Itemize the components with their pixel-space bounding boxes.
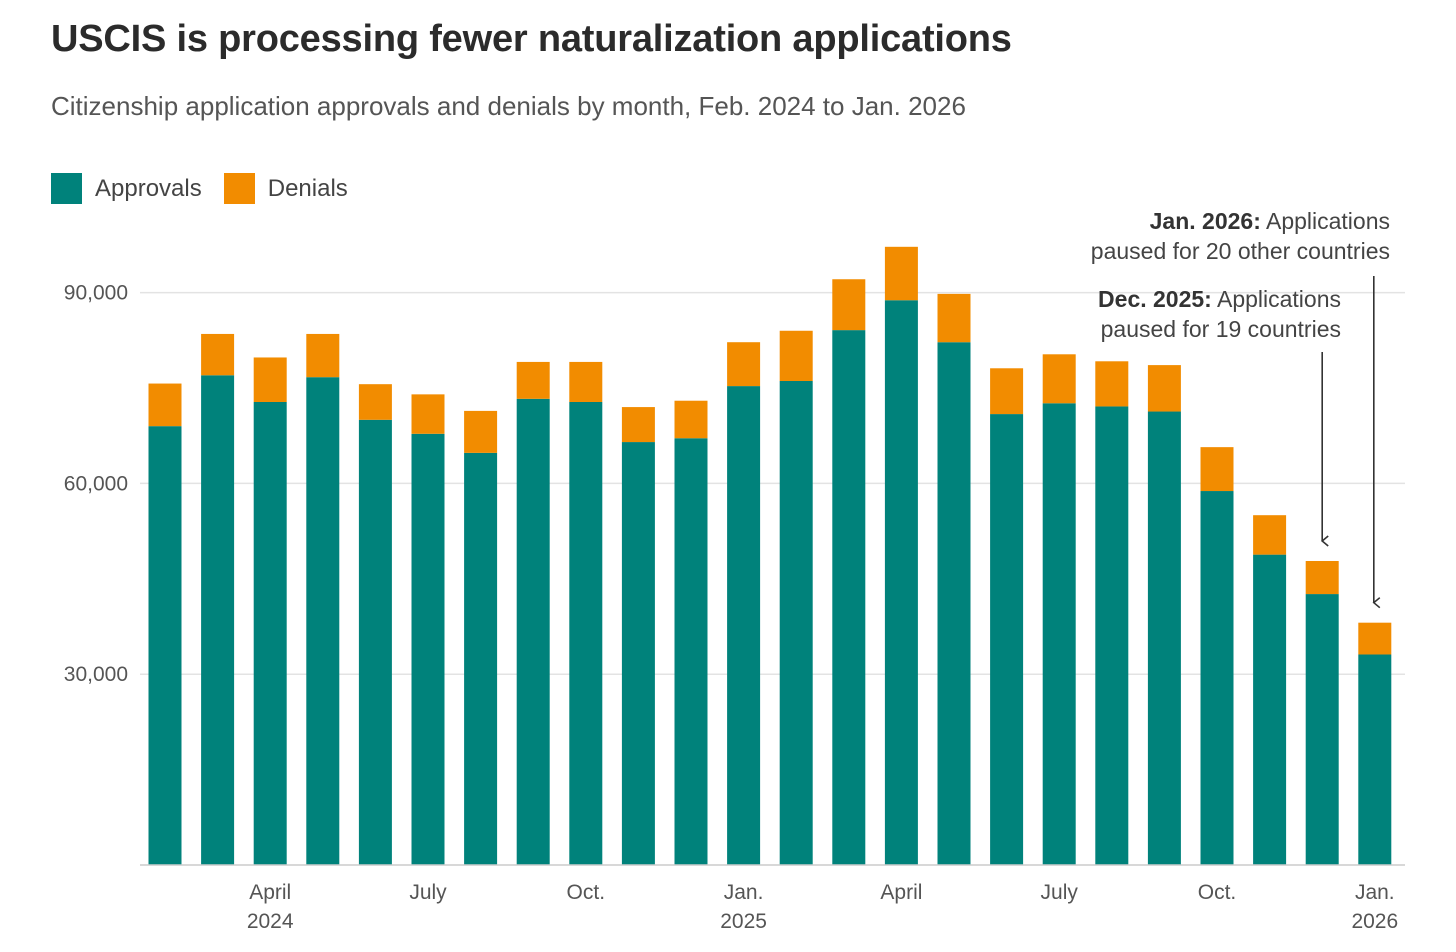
bar-approvals [1042, 403, 1076, 865]
bar-approvals [358, 419, 392, 865]
x-tick-label: April [880, 881, 922, 904]
bar-denials [358, 384, 392, 420]
bar-approvals [937, 342, 971, 865]
bar-denials [779, 330, 813, 382]
bar-approvals [1358, 654, 1392, 865]
x-tick-label: Oct. [1198, 881, 1237, 904]
bar-denials [1358, 622, 1392, 655]
x-tick-label: Jan. [1355, 881, 1395, 904]
legend-label-approvals: Approvals [95, 174, 202, 202]
annotation-bold: Jan. 2026: [1150, 208, 1261, 234]
chart-title: USCIS is processing fewer naturalization… [51, 18, 1012, 60]
bar-denials [148, 383, 182, 427]
bar-approvals [621, 442, 655, 865]
y-tick-label: 60,000 [64, 472, 128, 495]
bar-approvals [727, 386, 761, 865]
bar-denials [1095, 361, 1129, 407]
annotation-rest: Applications [1261, 208, 1390, 234]
bar-approvals [253, 401, 287, 865]
y-tick-label: 90,000 [64, 282, 128, 305]
bar-approvals [1095, 406, 1129, 865]
bar-denials [411, 394, 445, 434]
x-tick-label: Oct. [567, 881, 606, 904]
bar-denials [674, 400, 708, 439]
bar-denials [937, 293, 971, 343]
x-tick-label: Jan. [724, 881, 764, 904]
bar-denials [464, 410, 498, 453]
x-tick-label: 2025 [720, 910, 767, 933]
bar-denials [569, 361, 603, 402]
bar-denials [727, 342, 761, 387]
x-tick-label: 2026 [1351, 910, 1398, 933]
bar-approvals [201, 375, 235, 865]
bar-denials [1305, 560, 1339, 595]
bar-denials [1147, 365, 1181, 412]
bar-approvals [411, 433, 445, 865]
bar-denials [621, 407, 655, 443]
legend-item-approvals: Approvals [51, 173, 202, 204]
bar-approvals [1200, 491, 1234, 865]
legend-item-denials: Denials [223, 173, 348, 204]
x-tick-label: July [1041, 881, 1079, 904]
bar-approvals [832, 330, 866, 865]
bar-denials [1253, 515, 1287, 555]
y-tick-label: 30,000 [64, 663, 128, 686]
bar-approvals [1305, 594, 1339, 865]
bar-denials [201, 333, 235, 376]
legend: Approvals Denials [51, 173, 370, 204]
bar-denials [832, 279, 866, 331]
bar-denials [306, 333, 340, 378]
bar-approvals [1253, 554, 1287, 865]
annotation-rest: Applications [1212, 286, 1341, 312]
legend-swatch-denials [223, 173, 255, 204]
bar-denials [990, 368, 1024, 415]
bar-approvals [990, 414, 1024, 865]
bar-approvals [516, 398, 550, 865]
chart-subtitle: Citizenship application approvals and de… [51, 91, 966, 121]
legend-label-denials: Denials [267, 174, 348, 202]
x-tick-label: 2024 [247, 910, 294, 933]
bar-approvals [464, 452, 498, 865]
bar-approvals [884, 300, 918, 865]
bar-denials [1042, 354, 1076, 404]
legend-swatch-approvals [51, 173, 82, 204]
x-tick-label: July [409, 881, 447, 904]
bar-approvals [674, 438, 708, 865]
bar-approvals [779, 381, 813, 865]
bar-approvals [1147, 411, 1181, 865]
bar-denials [516, 361, 550, 399]
bar-denials [884, 246, 918, 301]
x-tick-label: April [249, 881, 291, 904]
annotation-text-line2: paused for 19 countries [1101, 316, 1341, 342]
bar-approvals [569, 401, 603, 865]
bar-approvals [306, 377, 340, 865]
annotation-bold: Dec. 2025: [1098, 286, 1212, 312]
annotation-text: Jan. 2026: Applications [1150, 208, 1390, 234]
bar-approvals [148, 426, 182, 865]
annotation-text-line2: paused for 20 other countries [1091, 238, 1390, 264]
annotation-text: Dec. 2025: Applications [1098, 286, 1341, 312]
bar-denials [253, 357, 287, 402]
bar-denials [1200, 447, 1234, 492]
